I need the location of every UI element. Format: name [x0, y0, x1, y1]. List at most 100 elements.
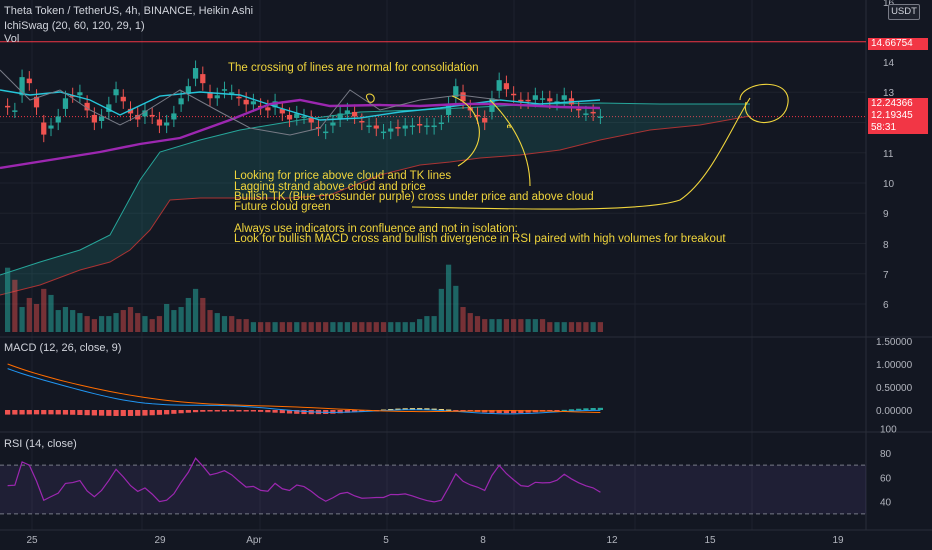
candle-body [351, 111, 358, 117]
candle-body [19, 77, 25, 96]
time-tick-label: 19 [832, 535, 844, 546]
macd-histogram-bar [286, 410, 293, 414]
volume-bar [380, 322, 387, 332]
candle-body [5, 105, 11, 108]
price-tag-last: 12.19345 [868, 110, 928, 122]
volume-bar [482, 319, 488, 332]
macd-histogram-bar [417, 408, 423, 410]
cloud-fill [0, 103, 750, 295]
macd-histogram-bar [568, 409, 575, 411]
volume-bar [236, 319, 242, 332]
annotation-stroke [366, 93, 375, 103]
time-tick-label: 8 [480, 535, 486, 546]
candle-body [518, 99, 524, 102]
macd-histogram-bar [243, 410, 249, 412]
candle-body [431, 125, 437, 128]
rsi-tick-label: 80 [880, 449, 892, 460]
macd-histogram-bar [351, 410, 358, 413]
volume-bar [127, 307, 134, 332]
macd-histogram-bar [301, 410, 307, 415]
macd-label: MACD (12, 26, close, 9) [4, 342, 122, 354]
volume-label: Vol [4, 33, 20, 45]
macd-histogram-bar [250, 410, 257, 412]
macd-histogram-bar [258, 410, 264, 412]
candle-body [445, 104, 452, 115]
macd-histogram-bar [120, 410, 126, 417]
candle-body [590, 111, 596, 114]
volume-bar [265, 322, 271, 332]
volume-bar [417, 319, 423, 332]
macd-histogram-bar [113, 410, 119, 416]
macd-tick-label: 0.50000 [876, 383, 913, 394]
macd-histogram-bar [12, 410, 18, 415]
volume-bar [243, 319, 249, 332]
macd-histogram-bar [337, 410, 343, 414]
volume-bar [308, 322, 314, 332]
volume-bar [55, 310, 61, 332]
volume-bar [431, 316, 437, 332]
macd-histogram-bar [229, 410, 235, 412]
annotation-line: Looking for price above cloud and TK lin… [234, 170, 452, 182]
macd-histogram-bar [171, 410, 177, 414]
candle-body [156, 119, 163, 126]
price-tag-line: 14.66754 [868, 38, 928, 50]
volume-bar [373, 322, 379, 332]
candle-body [409, 125, 416, 128]
macd-histogram-bar [48, 410, 54, 415]
volume-bar [207, 310, 213, 332]
macd-line [7, 368, 601, 415]
macd-histogram-bar [503, 410, 510, 414]
macd-histogram-bar [438, 409, 444, 411]
candle-body [359, 120, 365, 123]
volume-bar [359, 322, 365, 332]
annotation-line: Future cloud green [234, 201, 331, 213]
time-tick-label: 25 [26, 535, 38, 546]
currency-button[interactable]: USDT [888, 4, 920, 20]
volume-bar [192, 288, 199, 332]
annotation-stroke [411, 97, 751, 210]
macd-histogram-bar [185, 410, 191, 413]
volume-bar [344, 322, 350, 332]
macd-histogram-bar [597, 407, 603, 410]
candle-body [207, 92, 213, 99]
candle-body [583, 113, 589, 115]
candle-body [12, 110, 18, 112]
macd-histogram-bar [402, 408, 408, 410]
volume-bar [511, 319, 517, 332]
volume-bar [460, 307, 466, 332]
macd-tick-label: 0.00000 [876, 406, 913, 417]
price-tick-label: 9 [883, 209, 889, 220]
rsi-tick-label: 40 [880, 498, 892, 509]
macd-histogram-bar [576, 408, 582, 411]
candle-body [55, 116, 61, 123]
macd-tick-label: 1.50000 [876, 337, 913, 348]
macd-histogram-bar [98, 410, 105, 416]
price-tick-label: 14 [883, 58, 895, 69]
candle-body [547, 98, 553, 102]
candle-body [77, 92, 83, 96]
volume-bars [5, 264, 603, 332]
candle-body [539, 98, 546, 100]
macd-histogram-bar [236, 410, 242, 412]
volume-bar [388, 322, 394, 332]
candle-body [135, 114, 141, 120]
rsi-line [7, 457, 601, 503]
candle-body [26, 78, 32, 84]
macd-histogram-bar [19, 410, 25, 415]
candle-body [106, 104, 112, 112]
volume-bar [301, 322, 307, 332]
candle-body [453, 86, 459, 97]
volume-bar [279, 322, 285, 332]
volume-bar [445, 264, 452, 332]
macd-histogram-bar [431, 408, 437, 411]
volume-bar [33, 304, 40, 332]
volume-bar [496, 319, 502, 332]
macd-histogram-bar [561, 409, 567, 412]
macd-histogram-bar [135, 410, 141, 416]
volume-bar [402, 322, 408, 332]
candle-body [503, 83, 510, 90]
volume-bar [547, 322, 553, 332]
candle-body [178, 98, 184, 105]
volume-bar [70, 310, 76, 332]
volume-bar [171, 310, 177, 332]
